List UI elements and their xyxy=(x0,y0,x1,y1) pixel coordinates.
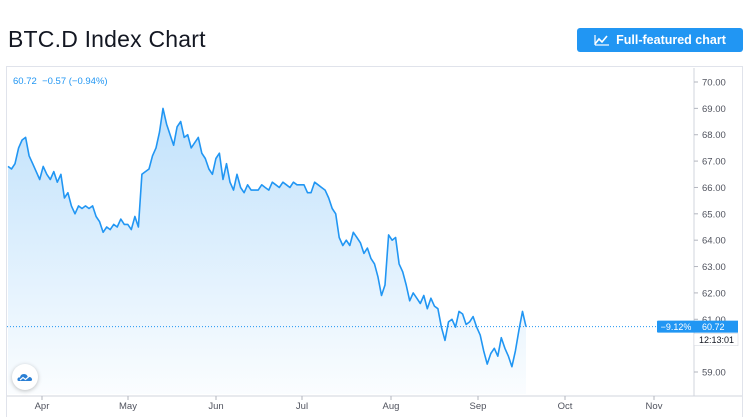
time-axis-tick-label: Jul xyxy=(296,401,308,412)
logo-cloud-icon xyxy=(17,374,33,381)
time-axis-tick-label: May xyxy=(119,401,137,412)
chart-legend: 60.72 −0.57 (−0.94%) xyxy=(13,76,108,87)
legend-change: −0.57 xyxy=(42,76,67,87)
chart-line-icon xyxy=(594,35,610,46)
time-axis-tick-label: Jun xyxy=(208,401,223,412)
price-axis-tick-label: 65.00 xyxy=(702,209,726,220)
series-area-fill xyxy=(8,108,526,395)
time-axis-tick-label: Aug xyxy=(383,401,400,412)
countdown-badge xyxy=(693,333,739,346)
price-axis-tick-label: 63.00 xyxy=(702,262,726,273)
time-axis-tick-label: Sep xyxy=(470,401,487,412)
tradingview-logo-icon[interactable] xyxy=(12,364,38,390)
price-axis-tick-label: 64.00 xyxy=(702,236,726,247)
price-axis-tick-label: 68.00 xyxy=(702,130,726,141)
last-price-badge xyxy=(694,320,738,333)
pct-change-badge-label: −9.12% xyxy=(661,322,692,332)
countdown-badge-label: 12:13:01 xyxy=(699,335,734,345)
price-axis-tick-label: 66.00 xyxy=(702,183,726,194)
price-axis-tick-label: 69.00 xyxy=(702,104,726,115)
time-axis-tick-label: Nov xyxy=(646,401,663,412)
chart-panel[interactable] xyxy=(6,66,743,417)
full-featured-chart-button[interactable]: Full-featured chart xyxy=(577,28,743,52)
series-line xyxy=(7,107,527,368)
price-axis-tick-label: 70.00 xyxy=(702,78,726,89)
time-axis-tick-label: Oct xyxy=(558,401,573,412)
price-axis-tick-label: 62.00 xyxy=(702,288,726,299)
last-price-badge-label: 60.72 xyxy=(702,322,725,332)
pct-change-badge xyxy=(657,320,695,333)
legend-change-pct: (−0.94%) xyxy=(68,76,108,87)
page-title: BTC.D Index Chart xyxy=(8,26,206,52)
full-featured-chart-label: Full-featured chart xyxy=(616,33,726,47)
time-axis-tick-label: Apr xyxy=(35,401,50,412)
price-axis-tick-label: 59.00 xyxy=(702,368,726,379)
legend-last-value: 60.72 xyxy=(13,76,37,87)
price-axis-tick-label: 67.00 xyxy=(702,157,726,168)
price-axis-tick-label: 61.00 xyxy=(702,315,726,326)
